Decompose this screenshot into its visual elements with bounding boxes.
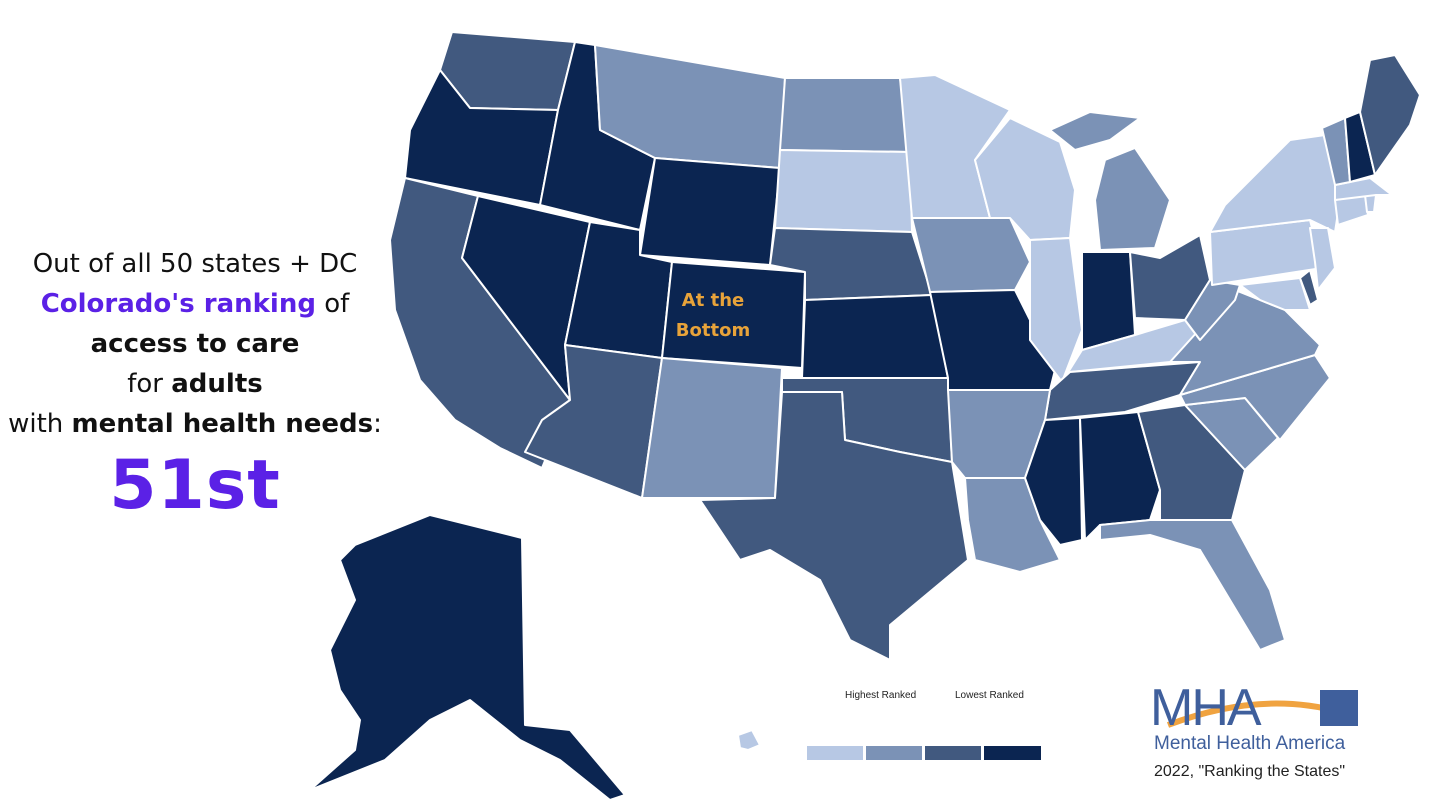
headline-line-4-pre: for — [127, 369, 172, 399]
headline-line-1: Out of all 50 states + DC — [32, 249, 358, 279]
state-north-dakota — [779, 77, 911, 153]
highlight-label-line-2: Bottom — [675, 320, 751, 341]
legend-swatch-3 — [925, 746, 981, 760]
headline-line-2: Colorado's ranking of — [0, 284, 390, 324]
highlight-label-line-1: At the — [681, 290, 745, 311]
state-new-jersey — [1309, 227, 1336, 291]
state-maine — [1359, 54, 1421, 176]
legend-lowest-label: Lowest Ranked — [955, 690, 1024, 701]
legend-highest-label: Highest Ranked — [845, 690, 917, 701]
headline-mental-health-needs: mental health needs — [71, 409, 374, 439]
state-south-dakota — [774, 149, 913, 233]
rank-value: 51st — [109, 446, 281, 525]
state-new-york — [1209, 134, 1341, 233]
headline-adults: adults — [171, 369, 263, 399]
headline-accent: Colorado's ranking — [40, 289, 316, 319]
state-rhode-island — [1364, 194, 1377, 213]
headline-line-5-pre: with — [8, 409, 72, 439]
state-virginia — [1169, 289, 1321, 396]
state-west-virginia — [1184, 279, 1241, 341]
logo-arrow — [1320, 690, 1358, 726]
state-wyoming — [639, 157, 781, 266]
headline-line-3: access to care — [0, 324, 390, 364]
legend-bar — [807, 746, 1041, 760]
headline-line-4: for adults — [0, 364, 390, 404]
state-florida — [1099, 519, 1286, 651]
headline: Out of all 50 states + DC Colorado's ran… — [0, 244, 390, 528]
mha-logo: MHA — [1150, 682, 1370, 734]
state-maryland — [1239, 277, 1311, 311]
legend-swatch-2 — [866, 746, 922, 760]
state-hawaii — [737, 729, 761, 751]
state-texas — [699, 391, 969, 661]
legend-swatch-4 — [984, 746, 1041, 760]
state-indiana — [1081, 251, 1136, 351]
headline-line-2-rest: of — [315, 289, 350, 319]
mha-logo-mark — [1166, 690, 1358, 728]
state-massachusetts — [1334, 177, 1393, 201]
legend-swatch-1 — [807, 746, 863, 760]
state-delaware — [1299, 269, 1319, 306]
org-name: Mental Health America — [1154, 733, 1346, 754]
state-iowa — [911, 217, 1031, 293]
headline-line-5: with mental health needs: — [0, 404, 390, 444]
highlight-label: At the Bottom — [668, 286, 758, 346]
headline-line-5-post: : — [373, 409, 382, 439]
state-michigan — [1094, 147, 1171, 251]
state-kansas — [801, 294, 949, 379]
state-alaska — [309, 514, 626, 801]
headline-access-to-care: access to care — [90, 329, 300, 359]
state-new-mexico — [641, 357, 783, 499]
logo-text: MHA — [1150, 679, 1262, 737]
source-note: 2022, "Ranking the States" — [1154, 763, 1346, 780]
state-michigan-upper — [1049, 111, 1141, 151]
